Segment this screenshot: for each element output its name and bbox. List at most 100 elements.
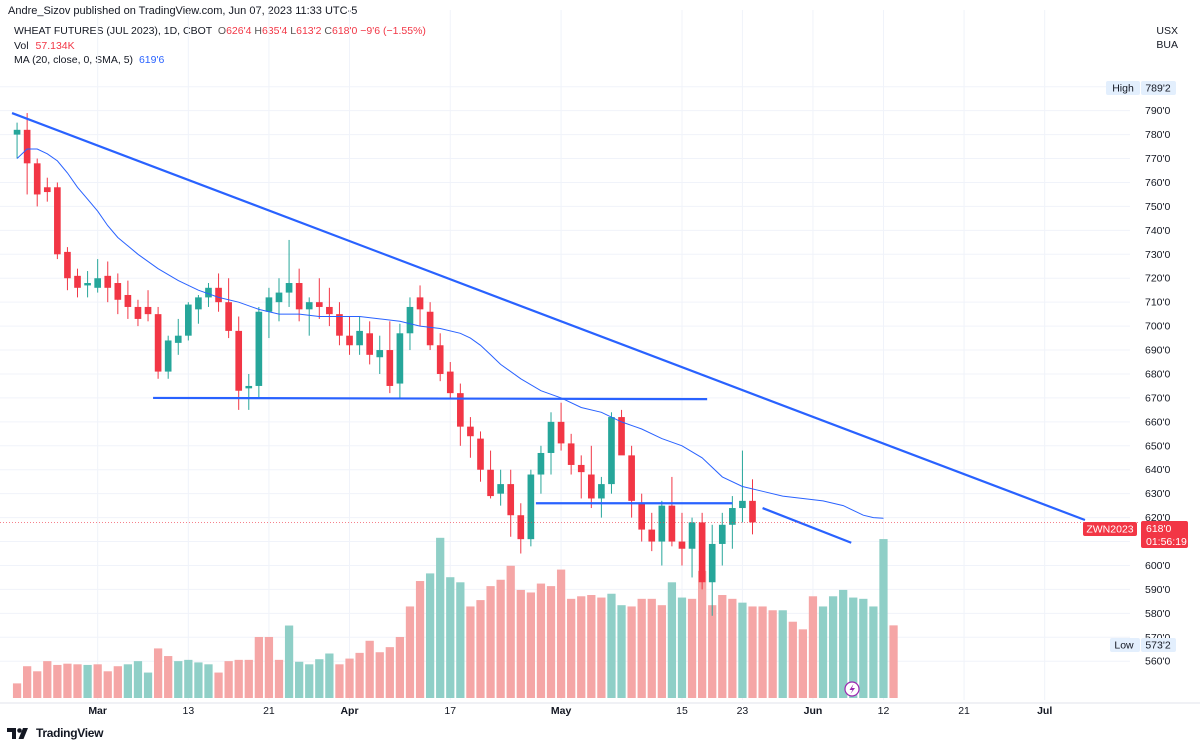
candle[interactable] <box>215 273 222 312</box>
candle[interactable] <box>598 476 605 518</box>
candle[interactable] <box>547 412 555 475</box>
candle[interactable] <box>43 177 51 202</box>
candle-body <box>54 187 61 255</box>
symbol-title[interactable]: WHEAT FUTURES (JUL 2023), 1D, CBOT <box>14 25 212 37</box>
candle-body <box>739 500 746 509</box>
candle[interactable] <box>33 158 41 207</box>
candle[interactable] <box>305 297 313 336</box>
candles[interactable] <box>13 113 756 616</box>
candle-body <box>608 417 615 485</box>
volume-bar <box>83 664 92 698</box>
candle[interactable] <box>124 280 132 319</box>
candle[interactable] <box>698 512 706 590</box>
candle[interactable] <box>426 302 434 351</box>
last-price-badge[interactable]: ZWN2023 618'0 01:56:19 <box>1083 521 1188 548</box>
candle[interactable] <box>114 273 122 315</box>
volume-bar <box>436 537 445 698</box>
trend-line-descending-resistance[interactable] <box>11 112 1086 522</box>
candle[interactable] <box>708 524 716 616</box>
price-tick-label: 780'0 <box>1145 129 1171 141</box>
candle[interactable] <box>84 271 91 298</box>
candle[interactable] <box>235 316 243 410</box>
time-axis[interactable]: Mar 13 21 Apr 17 May 15 23 Jun 12 21 Jul <box>0 702 1200 717</box>
vol-label[interactable]: Vol <box>14 40 29 52</box>
ma-label[interactable]: MA (20, close, 0, SMA, 5) <box>14 54 134 66</box>
candle[interactable] <box>275 278 283 322</box>
event-flash-icon[interactable] <box>844 681 860 697</box>
brand-name[interactable]: TradingView <box>36 726 104 740</box>
volume-bar <box>536 583 546 698</box>
candle[interactable] <box>618 409 625 456</box>
time-tick-label: 17 <box>444 705 456 717</box>
candle[interactable] <box>527 469 535 547</box>
candle[interactable] <box>174 318 182 355</box>
candle[interactable] <box>64 247 71 291</box>
candle[interactable] <box>396 323 404 398</box>
candle[interactable] <box>648 512 656 552</box>
candle[interactable] <box>225 278 232 339</box>
candle[interactable] <box>416 285 424 327</box>
candle[interactable] <box>567 433 575 475</box>
candle[interactable] <box>195 294 202 324</box>
candle[interactable] <box>749 479 756 535</box>
candle[interactable] <box>376 335 384 374</box>
candle[interactable] <box>336 302 343 346</box>
candle[interactable] <box>557 402 565 451</box>
candle[interactable] <box>205 283 212 307</box>
candle[interactable] <box>497 469 504 506</box>
candle[interactable] <box>315 278 323 319</box>
candle[interactable] <box>54 182 61 260</box>
candle[interactable] <box>144 290 152 322</box>
candle[interactable] <box>94 259 101 293</box>
candle[interactable] <box>668 476 676 547</box>
candle[interactable] <box>245 373 253 410</box>
candle[interactable] <box>628 445 635 518</box>
candle[interactable] <box>436 333 444 382</box>
candle[interactable] <box>356 316 363 355</box>
trend-line-support-670[interactable] <box>153 396 708 401</box>
candle-body <box>668 505 676 542</box>
candle[interactable] <box>295 268 303 322</box>
candle[interactable] <box>134 299 142 327</box>
candle[interactable] <box>678 512 686 566</box>
candle[interactable] <box>537 445 545 494</box>
candle[interactable] <box>74 268 81 298</box>
candle[interactable] <box>577 455 585 499</box>
candle[interactable] <box>446 362 454 398</box>
candle[interactable] <box>154 306 162 379</box>
candle[interactable] <box>13 122 21 159</box>
candle[interactable] <box>285 239 293 307</box>
candle[interactable] <box>608 412 615 494</box>
candle[interactable] <box>658 500 666 566</box>
candle[interactable] <box>326 287 333 327</box>
candle[interactable] <box>638 493 646 542</box>
candle[interactable] <box>255 306 263 398</box>
trend-lines[interactable] <box>11 112 1086 544</box>
candle[interactable] <box>346 316 353 355</box>
candle[interactable] <box>104 261 112 303</box>
candle[interactable] <box>265 287 273 339</box>
candle[interactable] <box>164 335 172 379</box>
candle[interactable] <box>457 383 464 446</box>
candle[interactable] <box>688 517 696 578</box>
candle[interactable] <box>718 512 726 566</box>
candle-body <box>144 306 152 315</box>
candle[interactable] <box>477 431 484 482</box>
candle-body <box>94 278 101 288</box>
price-tick-label: 580'0 <box>1145 608 1171 620</box>
candle[interactable] <box>467 417 474 458</box>
volume-bar <box>808 596 818 698</box>
candle[interactable] <box>185 302 192 341</box>
candle[interactable] <box>507 469 515 537</box>
candle[interactable] <box>366 321 373 365</box>
trend-line-short-downtrend[interactable] <box>762 507 852 544</box>
candle[interactable] <box>517 503 525 554</box>
price-axis[interactable]: 560'0570'0580'0590'0600'0610'0620'0630'0… <box>1145 81 1171 668</box>
volume-bar <box>788 621 797 698</box>
candle[interactable] <box>487 450 494 499</box>
candle-body <box>567 443 575 465</box>
candle[interactable] <box>386 321 394 394</box>
candle[interactable] <box>587 445 595 509</box>
candle[interactable] <box>23 113 31 195</box>
